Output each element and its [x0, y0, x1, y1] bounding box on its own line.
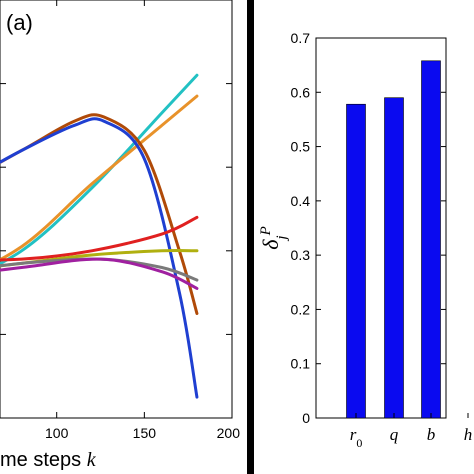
right-bars-group	[346, 60, 469, 419]
right-y-tick-label: 0.6	[291, 84, 311, 100]
right-y-ticks: 0 0.1 0.2 0.3 0.4 0.5 0.6 0.7	[291, 30, 446, 426]
right-y-tick-label: 0.3	[291, 247, 311, 263]
right-y-tick-label: 0.2	[291, 301, 311, 317]
right-x-tick-label: h	[464, 425, 473, 444]
right-x-tick-labels: r0 q b h	[350, 425, 473, 450]
left-panel-background	[0, 0, 247, 474]
right-x-tick-label: q	[390, 425, 399, 444]
left-x-ticks: 100 150 200	[45, 0, 240, 441]
series-line-1	[0, 73, 199, 266]
category-label-subscript: 0	[356, 436, 362, 450]
category-label-base: h	[464, 425, 473, 444]
category-label-base: q	[390, 425, 399, 444]
left-x-axis-label-variable: k	[87, 449, 97, 471]
left-x-tick-label: 200	[217, 425, 241, 441]
bar-b	[421, 60, 441, 419]
bar-q	[384, 97, 404, 419]
left-x-tick-label: 150	[133, 425, 157, 441]
right-y-tick-label: 0	[302, 410, 310, 426]
left-plot-frame	[0, 0, 233, 419]
right-y-tick-label: 0.7	[291, 30, 311, 46]
y-axis-label-base: δ	[258, 239, 283, 250]
panel-label: (a)	[6, 10, 33, 35]
left-x-axis-label: me steps k	[0, 449, 97, 471]
left-x-tick-label: 100	[45, 425, 69, 441]
right-x-tick-label: r0	[350, 425, 363, 450]
series-line-4	[0, 117, 199, 399]
series-line-7	[0, 257, 199, 282]
category-label-base: b	[427, 425, 436, 444]
series-line-8	[0, 257, 199, 290]
right-plot-frame	[315, 37, 447, 419]
bar-r0	[346, 103, 366, 419]
series-line-3	[0, 113, 199, 315]
right-y-tick-label: 0.1	[291, 356, 311, 372]
category-label-base: r	[350, 425, 357, 444]
right-y-tick-label: 0.4	[291, 193, 311, 209]
series-line-2	[0, 94, 199, 262]
right-y-axis-label: δjP	[258, 226, 290, 250]
y-axis-label-subscript: j	[274, 235, 290, 241]
right-x-tick-label: b	[427, 425, 436, 444]
left-x-axis-label-text: me steps	[0, 449, 87, 471]
left-y-ticks	[0, 83, 232, 335]
y-axis-label-superscript: P	[258, 226, 274, 236]
left-series-group	[0, 73, 199, 399]
series-line-5	[0, 215, 199, 262]
right-y-tick-label: 0.5	[291, 139, 311, 155]
